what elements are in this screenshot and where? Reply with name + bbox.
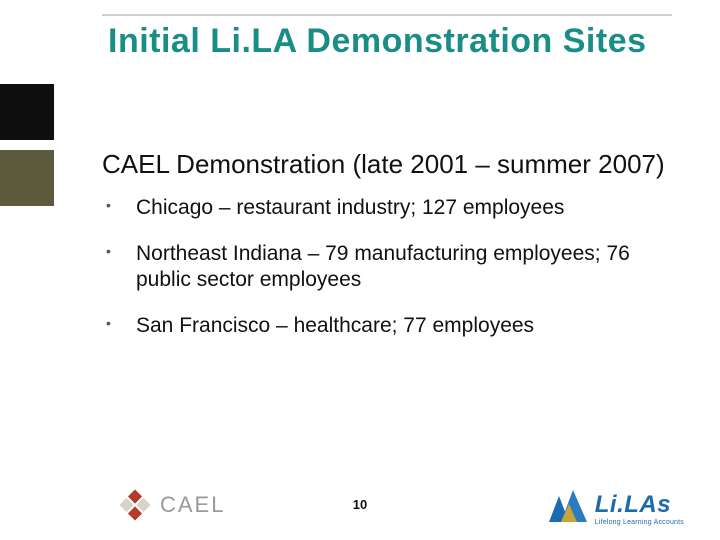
lilas-tagline: Lifelong Learning Accounts [595,519,684,526]
lilas-wordmark: Li.LAs [595,493,684,517]
lilas-logo-icon [547,488,589,526]
cael-logo-text: CAEL [160,492,225,518]
title-rule [102,14,672,16]
accent-block-dark [0,84,54,140]
slide-body: CAEL Demonstration (late 2001 – summer 2… [102,148,672,360]
slide-title: Initial Li.LA Demonstration Sites [108,22,647,61]
list-item: Chicago – restaurant industry; 127 emplo… [136,195,672,221]
cael-logo-icon [118,488,152,522]
lilas-logo: Li.LAs Lifelong Learning Accounts [547,488,684,526]
lilas-logo-text: Li.LAs Lifelong Learning Accounts [595,493,684,526]
section-heading: CAEL Demonstration (late 2001 – summer 2… [102,148,672,181]
slide: Initial Li.LA Demonstration Sites CAEL D… [0,0,720,540]
accent-block-olive [0,150,54,206]
accent-blocks [0,84,54,206]
list-item: San Francisco – healthcare; 77 employees [136,313,672,339]
bullet-list: Chicago – restaurant industry; 127 emplo… [102,195,672,340]
list-item: Northeast Indiana – 79 manufacturing emp… [136,241,672,294]
cael-logo: CAEL [118,488,225,522]
